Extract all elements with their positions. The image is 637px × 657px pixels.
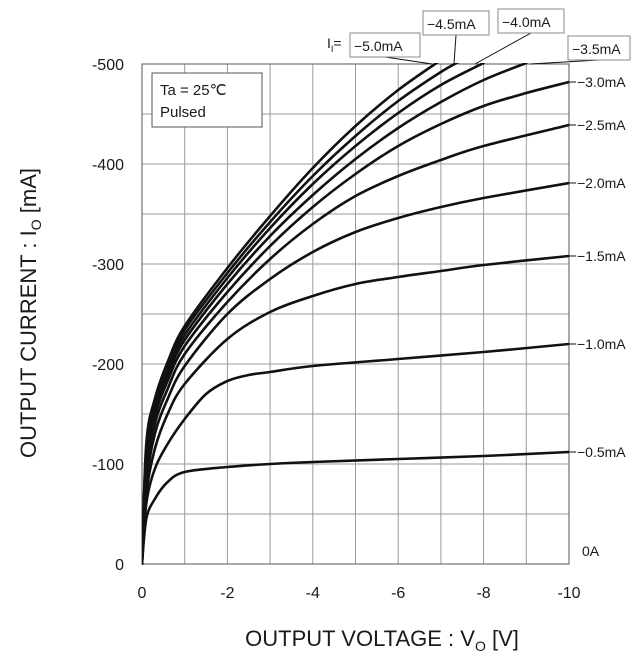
curve-labels: 0A −0.5mA −1.0mA −1.5mA −2.0mA −2.5mA −3.0mA −3… xyxy=(349,8,631,559)
curve-line xyxy=(142,450,569,565)
y-tick-label: 0 xyxy=(115,557,124,574)
x-axis-title-sub: O xyxy=(475,638,486,654)
legend-prefix-subscript: I xyxy=(331,44,334,54)
grid xyxy=(142,64,569,564)
y-tick-label: -100 xyxy=(92,457,124,474)
curve-line xyxy=(142,63,460,565)
y-axis-title-unit: [mA] xyxy=(16,168,41,219)
curve-label: −1.5mA xyxy=(577,248,626,264)
curve-label-box xyxy=(349,32,421,58)
x-tick-label: 0 xyxy=(138,585,147,602)
plot-frame xyxy=(141,63,570,565)
curve-line xyxy=(142,181,569,565)
curve-label: 0A xyxy=(582,543,600,559)
condition-temperature: Ta = 25℃ xyxy=(160,82,226,99)
curve-line xyxy=(142,123,569,565)
curve-line xyxy=(142,342,569,565)
x-tick-label: -8 xyxy=(476,585,490,602)
curve-label: −3.5mA xyxy=(572,41,621,57)
curve-label-leader xyxy=(529,59,600,65)
curve-label: −4.5mA xyxy=(427,16,476,32)
y-axis-title-sub: O xyxy=(28,219,44,230)
x-axis-title-main: OUTPUT VOLTAGE : V xyxy=(245,626,475,651)
y-tick-labels: 0 -100 -200 -300 -400 -500 xyxy=(92,57,124,574)
x-tick-label: -10 xyxy=(557,585,580,602)
y-tick-label: -200 xyxy=(92,357,124,374)
curve-label: −5.0mA xyxy=(354,38,403,54)
curve-label-box xyxy=(422,10,490,36)
legend-prefix-symbol: I xyxy=(327,35,331,51)
legend-prefix: II= xyxy=(327,35,342,54)
curve-label: −0.5mA xyxy=(577,444,626,460)
curve-label: −2.0mA xyxy=(577,175,626,191)
condition-pulsed: Pulsed xyxy=(160,104,206,121)
curve-label: −4.0mA xyxy=(502,14,551,30)
curves xyxy=(142,63,569,565)
y-tick-label: -300 xyxy=(92,257,124,274)
curve-label-box xyxy=(497,8,565,34)
legend-prefix-equals: = xyxy=(333,35,341,51)
curve-label-leader xyxy=(384,56,433,65)
curve-label: −2.5mA xyxy=(577,117,626,133)
curve-line xyxy=(142,63,439,565)
curve-line xyxy=(142,254,569,565)
y-axis-title: OUTPUT CURRENT : IO [mA] xyxy=(16,168,44,458)
y-tick-label: -500 xyxy=(92,57,124,74)
curve-label-box xyxy=(567,35,631,61)
x-axis-title: OUTPUT VOLTAGE : VO [V] xyxy=(245,626,519,654)
y-tick-label: -400 xyxy=(92,157,124,174)
conditions-box: Ta = 25℃ Pulsed xyxy=(151,72,263,128)
x-tick-label: -6 xyxy=(391,585,405,602)
y-axis-title-main: OUTPUT CURRENT : I xyxy=(16,230,41,458)
x-tick-labels: 0 -2 -4 -6 -8 -10 xyxy=(138,585,581,602)
x-axis-title-unit: [V] xyxy=(486,626,519,651)
x-tick-label: -4 xyxy=(306,585,320,602)
curve-label-leader xyxy=(474,32,532,65)
curve-label-leader xyxy=(453,34,457,65)
x-tick-label: -2 xyxy=(220,585,234,602)
curve-label: −1.0mA xyxy=(577,336,626,352)
curve-label: −3.0mA xyxy=(577,74,626,90)
